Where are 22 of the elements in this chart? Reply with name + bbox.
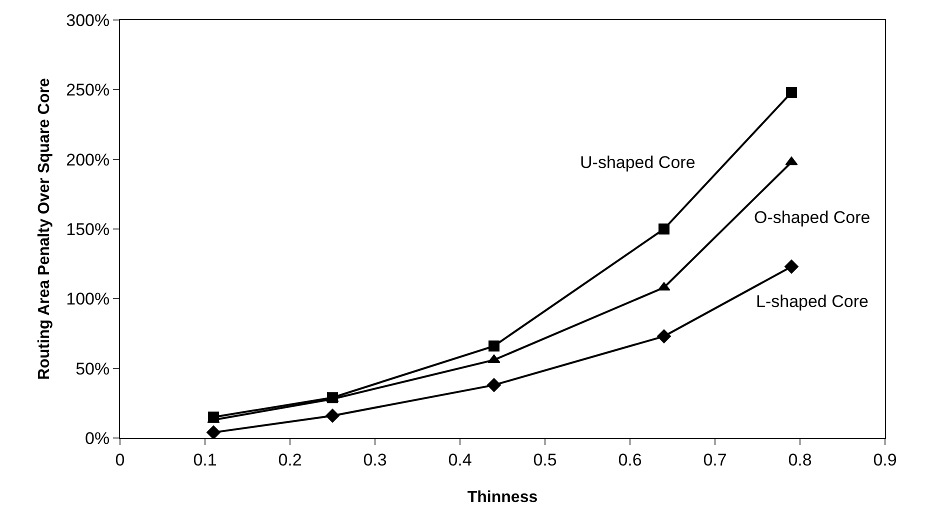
y-tick-label: 0% [85, 428, 110, 448]
series-label: U-shaped Core [580, 153, 696, 172]
y-tick-label: 300% [66, 10, 110, 30]
x-tick-label: 0.3 [363, 450, 387, 470]
series-label: L-shaped Core [756, 292, 868, 311]
x-axis-title: Thinness [467, 489, 538, 506]
series-label: O-shaped Core [754, 208, 870, 227]
x-tick-label: 0.2 [278, 450, 302, 470]
x-tick-label: 0.6 [618, 450, 642, 470]
y-tick-label: 150% [66, 220, 110, 239]
y-tick-label: 250% [66, 80, 110, 100]
x-tick-label: 0.5 [533, 450, 557, 470]
x-tick-label: 0.1 [193, 450, 217, 470]
y-tick-label: 100% [66, 290, 110, 309]
y-tick-label: 200% [66, 150, 110, 170]
x-tick-label: 0.9 [873, 450, 897, 470]
x-tick-label: 0.4 [448, 450, 472, 470]
x-tick-label: 0.7 [703, 450, 727, 470]
y-tick-label: 50% [76, 359, 110, 378]
x-tick-label: 0.8 [788, 450, 812, 470]
x-tick-label: 0 [115, 450, 125, 470]
y-axis-title: Routing Area Penalty Over Square Core [36, 78, 54, 380]
